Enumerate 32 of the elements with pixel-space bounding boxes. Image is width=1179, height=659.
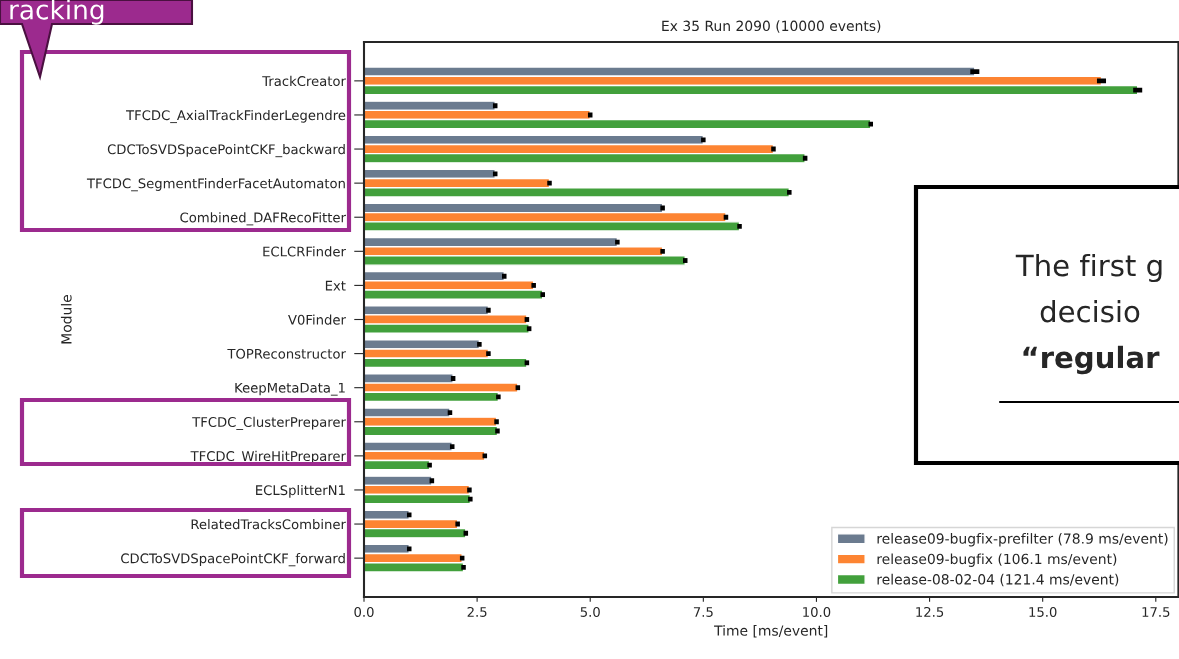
y-tick-label: V0Finder (288, 314, 346, 325)
x-tick-label: 7.5 (693, 607, 713, 617)
y-tick-label: RelatedTracksCombiner (191, 519, 346, 530)
y-tick-label: CDCToSVDSpacePointCKF_forward (121, 553, 345, 567)
text: racking (10, 0, 104, 25)
y-tick-label: CDCToSVDSpacePointCKF_backward (107, 144, 345, 158)
y-tick-label: TrackCreator (262, 75, 346, 87)
y-tick-label: TOPReconstructor (227, 348, 346, 359)
annotation: decisio (1040, 299, 1140, 323)
legend-label: release09-bugfix (106.1 ms/event) (877, 553, 1117, 567)
x-tick-label: 17.5 (1142, 607, 1170, 617)
x-tick-label: 12.5 (916, 606, 944, 617)
y-tick-label: TFCDC_AxialTrackFinderLegendre (126, 109, 346, 124)
x-axis-title: Time [ms/event] (714, 625, 828, 638)
y-tick-label: ECLSplitterN1 (256, 484, 345, 498)
y-tick-label: Combined_DAFRecoFitter (180, 212, 346, 226)
legend-label: release-08-02-04 (121.4 ms/event) (877, 573, 1119, 587)
x-tick-label: 5.0 (580, 606, 600, 617)
x-tick-label: 10.0 (803, 606, 831, 617)
y-tick-label: TFCDC_ClusterPreparer (192, 416, 346, 430)
y-tick-label: Ext (325, 280, 346, 291)
y-tick-label: KeepMetaData_1 (235, 382, 345, 396)
annotation: “regular (1023, 345, 1160, 375)
y-axis-title: Module (60, 294, 72, 344)
annotation: The first g (1015, 253, 1162, 283)
y-tick-label: TFCDC_SegmentFinderFacetAutomaton (86, 178, 345, 192)
chart-title: Ex 35 Run 2090 (10000 events) (662, 20, 881, 33)
x-tick-label: 2.5 (467, 606, 487, 617)
x-tick-label: 15.0 (1029, 606, 1057, 617)
y-tick-label: ECLCRFinder (263, 246, 346, 257)
legend-label: release09-bugfix-prefilter (78.9 ms/event) (877, 533, 1168, 547)
x-tick-label: 0.0 (354, 606, 374, 617)
